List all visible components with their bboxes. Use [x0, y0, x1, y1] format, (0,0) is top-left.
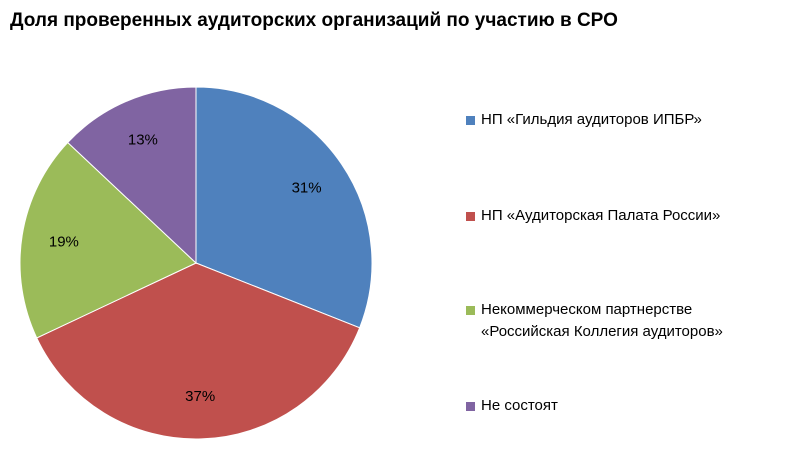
legend-item: Не состоят	[466, 395, 558, 417]
legend-label: Некоммерческом партнерстве «Российская К…	[481, 301, 723, 340]
legend-item: НП «Гильдия аудиторов ИПБР»	[466, 109, 702, 131]
chart-title: Доля проверенных аудиторских организаций…	[10, 10, 618, 31]
pie-slice	[36, 262, 361, 440]
legend-label: НП «Гильдия аудиторов ИПБР»	[481, 111, 702, 128]
data-label: 31%	[292, 179, 322, 196]
data-label: 19%	[49, 234, 79, 251]
pie-slice	[19, 141, 197, 339]
legend-swatch	[466, 212, 475, 221]
pie-slice	[195, 86, 373, 329]
legend-item: Некоммерческом партнерстве «Российская К…	[466, 299, 723, 343]
legend-swatch	[466, 306, 475, 315]
data-label: 13%	[128, 132, 158, 149]
legend-swatch	[466, 402, 475, 411]
legend-label: Не состоят	[481, 397, 558, 414]
legend-item: НП «Аудиторская Палата России»	[466, 205, 720, 227]
legend-label: НП «Аудиторская Палата России»	[481, 207, 721, 224]
legend-swatch	[466, 116, 475, 125]
pie-slice	[66, 86, 197, 265]
legend: НП «Гильдия аудиторов ИПБР» НП «Аудиторс…	[466, 0, 796, 470]
data-label: 37%	[185, 388, 215, 405]
